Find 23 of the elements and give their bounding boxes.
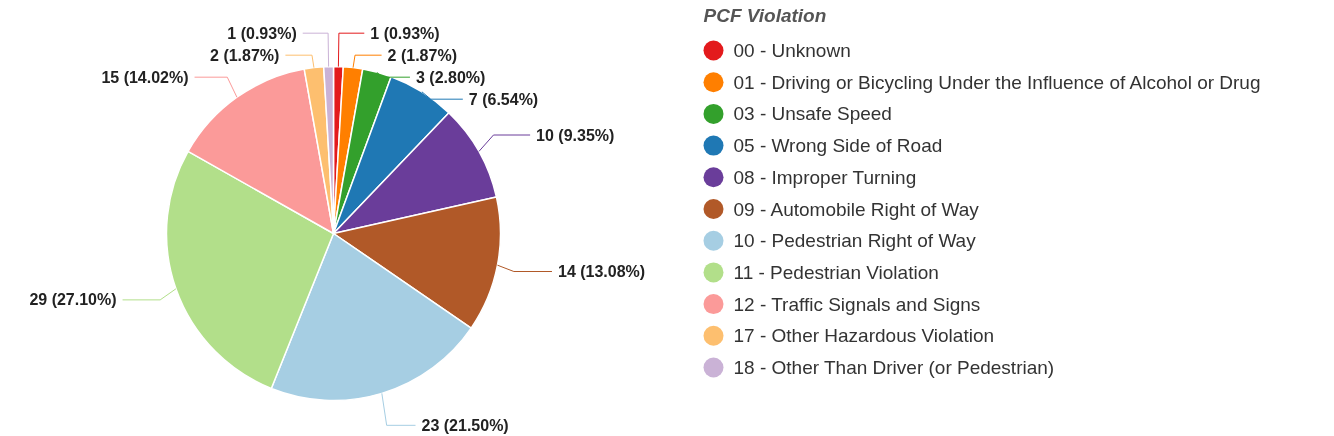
legend-label: 17 - Other Hazardous Violation xyxy=(733,325,995,347)
data-label: 2 (1.87%) xyxy=(387,46,457,64)
data-label: 7 (6.54%) xyxy=(468,90,539,108)
data-label: 15 (14.02%) xyxy=(101,68,189,86)
legend-title: PCF Violation xyxy=(703,5,827,26)
data-label: 1 (0.93%) xyxy=(370,24,440,42)
legend-label: 10 - Pedestrian Right of Way xyxy=(733,230,977,252)
data-label: 10 (9.35%) xyxy=(536,126,615,144)
data-label: 29 (27.10%) xyxy=(29,291,117,309)
legend-label: 09 - Automobile Right of Way xyxy=(733,198,980,220)
legend-label: 11 - Pedestrian Violation xyxy=(733,261,939,283)
data-label: 3 (2.80%) xyxy=(415,68,486,86)
legend-label: 05 - Wrong Side of Road xyxy=(733,135,943,157)
legend-label: 12 - Traffic Signals and Signs xyxy=(733,293,981,315)
data-label: 2 (1.87%) xyxy=(210,46,280,64)
legend-label: 18 - Other Than Driver (or Pedestrian) xyxy=(733,357,1055,378)
legend-label: 08 - Improper Turning xyxy=(733,166,917,188)
legend-label: 03 - Unsafe Speed xyxy=(733,103,892,125)
legend-label: 01 - Driving or Bicycling Under the Influence of Alcohol or Drug xyxy=(733,71,1261,93)
data-label: 1 (0.93%) xyxy=(227,24,297,42)
data-label: 14 (13.08%) xyxy=(557,263,646,281)
data-label: 23 (21.50%) xyxy=(421,416,509,434)
legend-label: 00 - Unknown xyxy=(733,40,851,61)
